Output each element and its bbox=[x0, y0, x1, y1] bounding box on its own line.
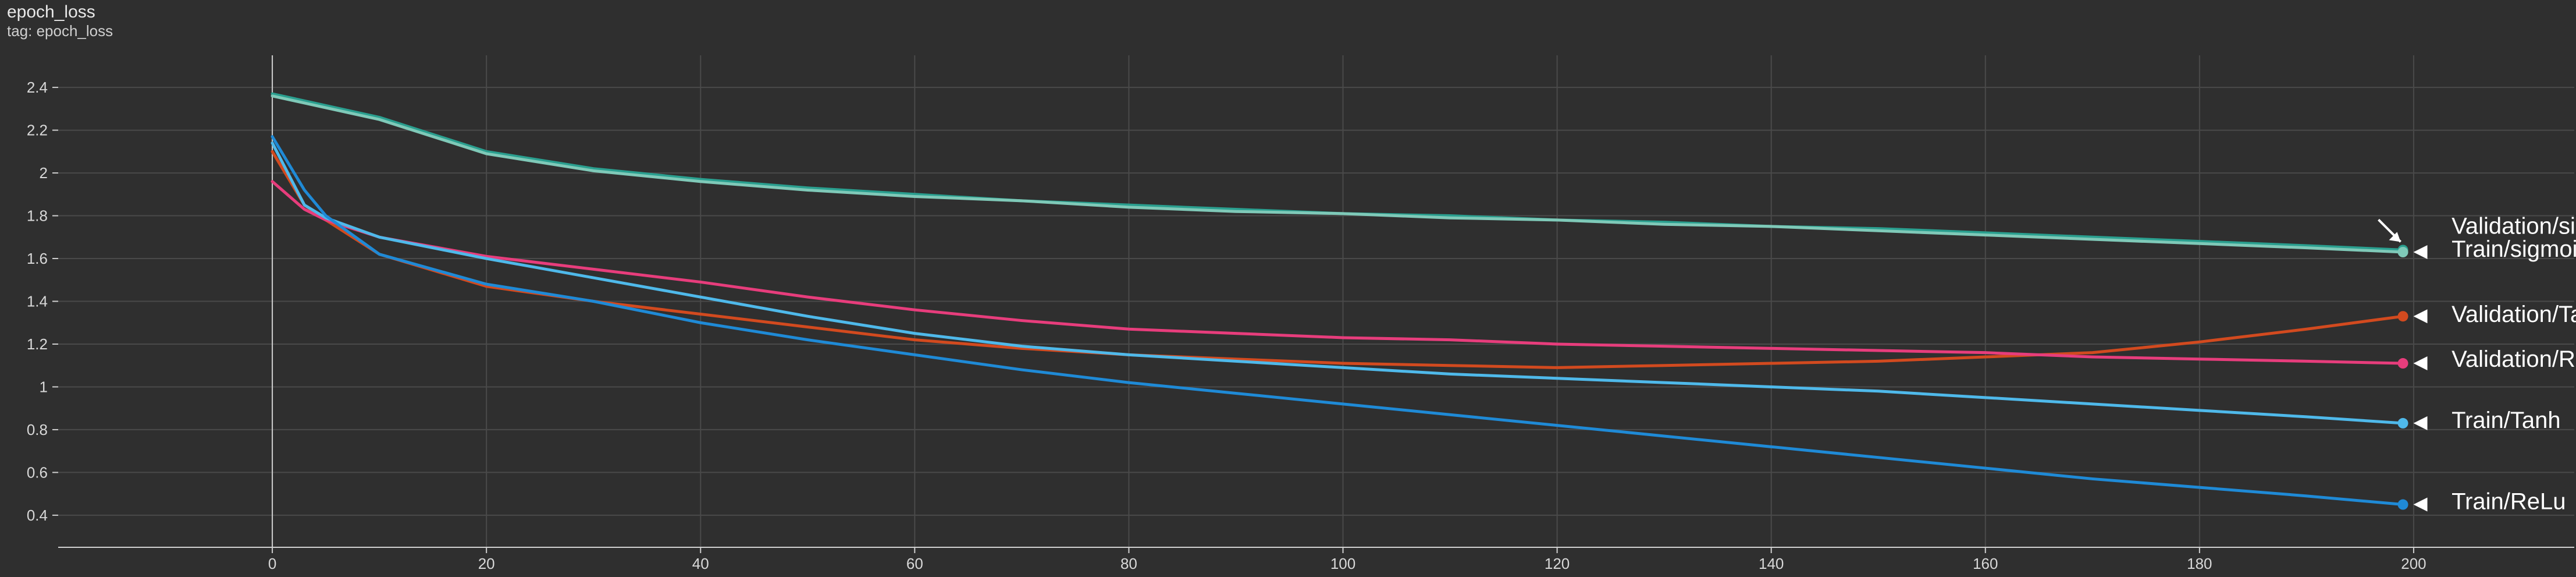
y-tick-label-1-8: 1.8 bbox=[27, 207, 48, 225]
x-tick-label-160: 160 bbox=[1973, 555, 1998, 572]
series-endpoint-train-sigmoid bbox=[2397, 247, 2408, 257]
y-tick-label-1-4: 1.4 bbox=[27, 293, 48, 310]
annotation-arrow-validation-relu bbox=[2413, 356, 2428, 371]
x-tick-label-120: 120 bbox=[1545, 555, 1570, 572]
y-tick-label-0-6: 0.6 bbox=[27, 463, 48, 481]
annotation-label-validation-sigmoid: Validation/sigmoid bbox=[2452, 213, 2576, 239]
annotation-arrow-train-sigmoid bbox=[2413, 245, 2428, 259]
x-tick-label-40: 40 bbox=[692, 555, 709, 572]
annotation-arrow-validation-tanh bbox=[2413, 309, 2428, 324]
series-line-train-relu bbox=[271, 135, 2405, 507]
x-tick-label-20: 20 bbox=[478, 555, 495, 572]
series-endpoint-validation-relu bbox=[2397, 358, 2408, 369]
x-tick-label-0: 0 bbox=[268, 555, 276, 572]
annotation-label-validation-tanh: Validation/Tanh bbox=[2452, 302, 2576, 327]
x-tick-label-140: 140 bbox=[1759, 555, 1784, 572]
x-tick-label-200: 200 bbox=[2401, 555, 2426, 572]
chart-title: epoch_loss bbox=[7, 2, 95, 22]
y-tick-label-1-6: 1.6 bbox=[27, 250, 48, 267]
annotation-label-train-tanh: Train/Tanh bbox=[2452, 408, 2561, 433]
y-tick-label-1: 1 bbox=[40, 378, 48, 395]
y-tick-label-0-8: 0.8 bbox=[27, 421, 48, 438]
x-tick-label-60: 60 bbox=[906, 555, 923, 572]
y-tick-label-2-4: 2.4 bbox=[27, 79, 48, 96]
chart-subtitle: tag: epoch_loss bbox=[7, 22, 113, 40]
y-tick-label-2-2: 2.2 bbox=[27, 122, 48, 139]
series-line-train-tanh bbox=[271, 141, 2405, 425]
x-tick-label-80: 80 bbox=[1120, 555, 1137, 572]
series-endpoint-train-tanh bbox=[2397, 417, 2408, 429]
annotation-label-train-sigmoid: Train/sigmoid bbox=[2452, 236, 2576, 262]
annotation-label-validation-relu: Validation/ReLu bbox=[2452, 346, 2576, 372]
x-tick-label-100: 100 bbox=[1330, 555, 1355, 572]
annotation-arrow-train-relu bbox=[2413, 497, 2428, 512]
series-line-train-sigmoid bbox=[271, 94, 2405, 254]
annotation-label-train-relu: Train/ReLu bbox=[2452, 489, 2566, 515]
y-tick-label-0-4: 0.4 bbox=[27, 507, 48, 524]
annotation-arrow-train-tanh bbox=[2413, 416, 2428, 430]
annotation-arrow-head-validation-sigmoid bbox=[2389, 232, 2401, 242]
series-endpoint-train-relu bbox=[2397, 499, 2408, 510]
series-endpoint-validation-tanh bbox=[2397, 311, 2408, 322]
y-tick-label-1-2: 1.2 bbox=[27, 335, 48, 353]
x-tick-label-180: 180 bbox=[2187, 555, 2212, 572]
y-tick-label-2: 2 bbox=[40, 164, 48, 182]
